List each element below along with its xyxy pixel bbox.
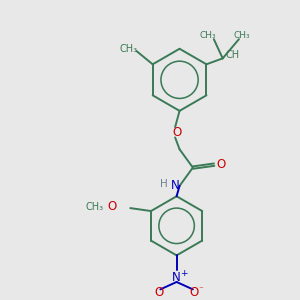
Text: CH₃: CH₃ <box>234 31 250 40</box>
Text: O: O <box>172 126 181 139</box>
Text: ⁻: ⁻ <box>199 285 203 294</box>
Text: +: + <box>180 269 188 278</box>
Text: CH₃: CH₃ <box>200 31 216 40</box>
Text: CH₃: CH₃ <box>120 44 138 54</box>
Text: CH: CH <box>225 50 239 60</box>
Text: N: N <box>171 179 179 192</box>
Text: O: O <box>154 286 164 299</box>
Text: O: O <box>190 286 199 299</box>
Text: O: O <box>108 200 117 213</box>
Text: CH₃: CH₃ <box>85 202 104 212</box>
Text: H: H <box>160 179 168 189</box>
Text: N: N <box>172 271 181 284</box>
Text: O: O <box>216 158 225 171</box>
